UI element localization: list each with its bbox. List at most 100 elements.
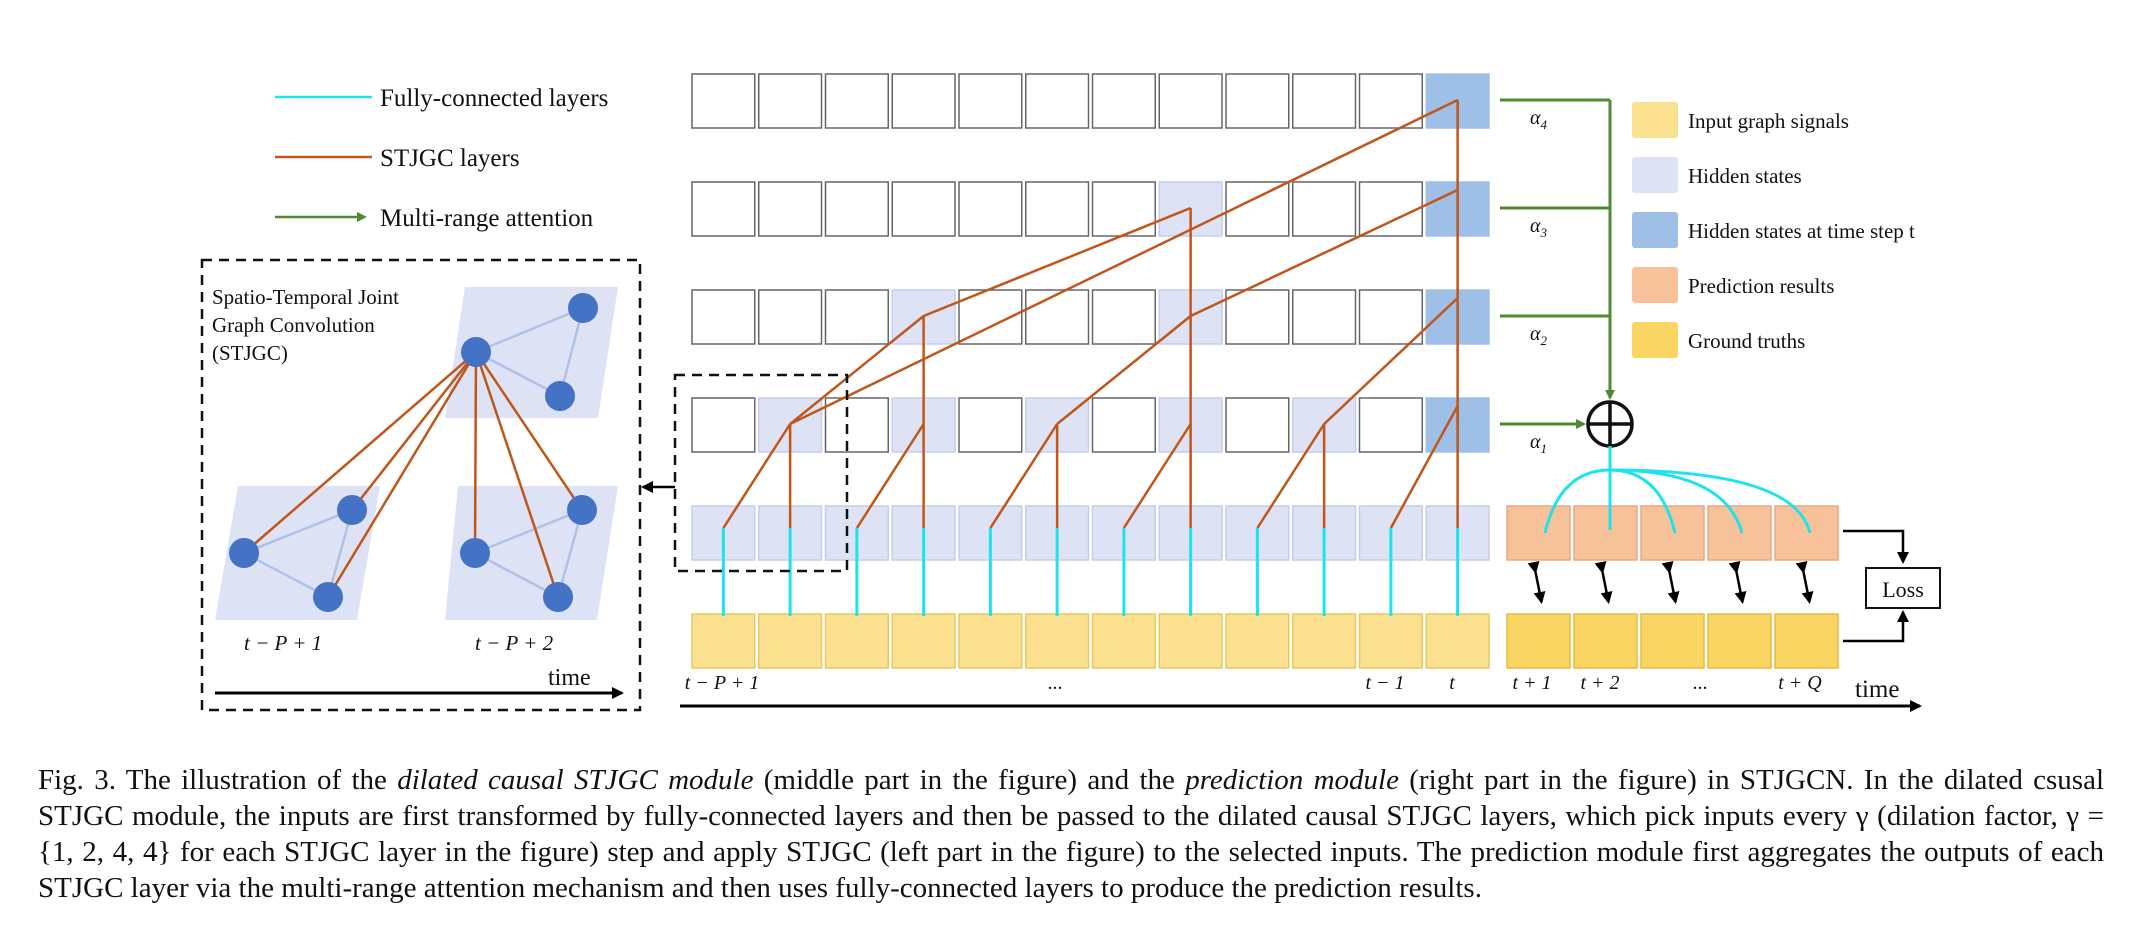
comparison-arrow <box>1527 561 1546 604</box>
stjgc-connection <box>1323 297 1459 425</box>
legend-label-prediction: Prediction results <box>1688 274 1834 298</box>
fc-legend-label: Fully-connected layers <box>380 85 608 112</box>
stjgc-connection <box>855 423 925 529</box>
node <box>543 582 573 612</box>
layer-cell <box>1292 289 1357 345</box>
layer-cell <box>1025 181 1090 237</box>
layer-cell <box>824 181 889 237</box>
axis-label-t-plus-1: t + 1 <box>1512 672 1551 694</box>
comparison-arrow <box>1661 561 1680 604</box>
layer-cell <box>1358 73 1423 129</box>
color-legend: Input graph signals Hidden states Hidden… <box>1632 102 1915 358</box>
input-cell <box>1425 613 1490 669</box>
input-cell <box>1091 613 1156 669</box>
graph-edges <box>243 306 585 599</box>
layer-cell <box>891 73 956 129</box>
layer-cell <box>958 397 1023 453</box>
input-cell <box>691 613 756 669</box>
prediction-cell <box>1573 505 1638 561</box>
stjgc-label-right: t − P + 2 <box>475 631 554 655</box>
layer-cell <box>1292 181 1357 237</box>
layer-cell <box>1358 181 1423 237</box>
layer-cell <box>1091 397 1156 453</box>
stjgc-time-label: time <box>548 665 591 691</box>
layer-cell <box>824 397 889 453</box>
stjgcn-figure: Fully-connected layers STJGC layers Mult… <box>200 73 1941 712</box>
input-cell <box>891 613 956 669</box>
time-axis: t − P + 1 ... t − 1 t t + 1 t + 2 ... t … <box>680 672 1922 712</box>
node <box>337 495 367 525</box>
stjgc-connection <box>789 98 1459 426</box>
stjgc-connection <box>923 206 1192 318</box>
comparison-arrow <box>1795 561 1814 604</box>
ground-truth-cell <box>1573 613 1638 669</box>
axis-label-t-plus-q: t + Q <box>1778 672 1822 694</box>
axis-label-dots: ... <box>1048 672 1063 694</box>
ground-truth-cell <box>1774 613 1839 669</box>
legend-swatch-hidden-t <box>1632 212 1678 248</box>
legend-label-hidden: Hidden states <box>1688 164 1802 188</box>
stjgc-title-line1: Spatio-Temporal Joint <box>212 285 399 309</box>
alpha-labels: α4 α3 α2 α1 <box>1530 107 1548 456</box>
line-legend: Fully-connected layers STJGC layers Mult… <box>275 85 608 232</box>
ground-truth-cell <box>1640 613 1705 669</box>
legend-label-hidden-t: Hidden states at time step t <box>1688 219 1915 243</box>
alpha-1: α1 <box>1530 431 1547 456</box>
loss-label: Loss <box>1882 577 1924 602</box>
layer-cell <box>1091 289 1156 345</box>
loss: Loss <box>1843 529 1941 643</box>
node <box>567 495 597 525</box>
layer-cell <box>1225 73 1290 129</box>
layer-cell <box>958 73 1023 129</box>
layer-cell <box>1225 289 1290 345</box>
layer-cell <box>758 73 823 129</box>
node <box>545 381 575 411</box>
prediction-fc-fan <box>1543 446 1812 534</box>
axis-label-t-minus-1: t − 1 <box>1365 672 1404 694</box>
input-cell <box>1358 613 1423 669</box>
node <box>229 538 259 568</box>
axis-time-label: time <box>1855 676 1899 703</box>
dilated-causal-grid <box>691 73 1839 669</box>
input-cell <box>1292 613 1357 669</box>
layer-cell <box>1225 397 1290 453</box>
stjgc-connection <box>789 315 925 425</box>
layer-cell <box>958 181 1023 237</box>
prediction-cell <box>1506 505 1571 561</box>
layer-cell <box>891 181 956 237</box>
layer-cell <box>1358 289 1423 345</box>
stjgc-connection <box>1389 405 1459 529</box>
stjgc-legend-label: STJGC layers <box>380 145 520 172</box>
layer-cell <box>691 289 756 345</box>
prediction-cell <box>1640 505 1705 561</box>
legend-swatch-prediction <box>1632 267 1678 303</box>
ground-truth-cell <box>1506 613 1571 669</box>
layer-cell <box>1025 289 1090 345</box>
layer-cell <box>1225 181 1290 237</box>
ground-truth-cell <box>1707 613 1772 669</box>
stjgc-title-line3: (STJGC) <box>212 341 288 365</box>
stjgc-connection <box>722 423 792 529</box>
input-cell <box>1158 613 1223 669</box>
comparison-arrow <box>1728 561 1747 604</box>
attention-legend-label: Multi-range attention <box>380 205 594 232</box>
graph-plane-left <box>215 486 380 620</box>
layer-cell <box>1025 73 1090 129</box>
selection-box <box>673 373 849 573</box>
legend-swatch-hidden <box>1632 157 1678 193</box>
node <box>461 337 491 367</box>
input-cell <box>1225 613 1290 669</box>
prediction-cell <box>1707 505 1772 561</box>
comparison-arrow <box>1594 561 1613 604</box>
alpha-4: α4 <box>1530 107 1548 132</box>
node <box>313 582 343 612</box>
layer-cell <box>824 73 889 129</box>
multi-range-attention <box>1500 98 1615 429</box>
legend-swatch-input <box>1632 102 1678 138</box>
prediction-cell <box>1774 505 1839 561</box>
input-cell <box>1025 613 1090 669</box>
input-cell <box>824 613 889 669</box>
layer-cell <box>1158 73 1223 129</box>
input-cell <box>958 613 1023 669</box>
stjgc-connection <box>1256 423 1326 529</box>
